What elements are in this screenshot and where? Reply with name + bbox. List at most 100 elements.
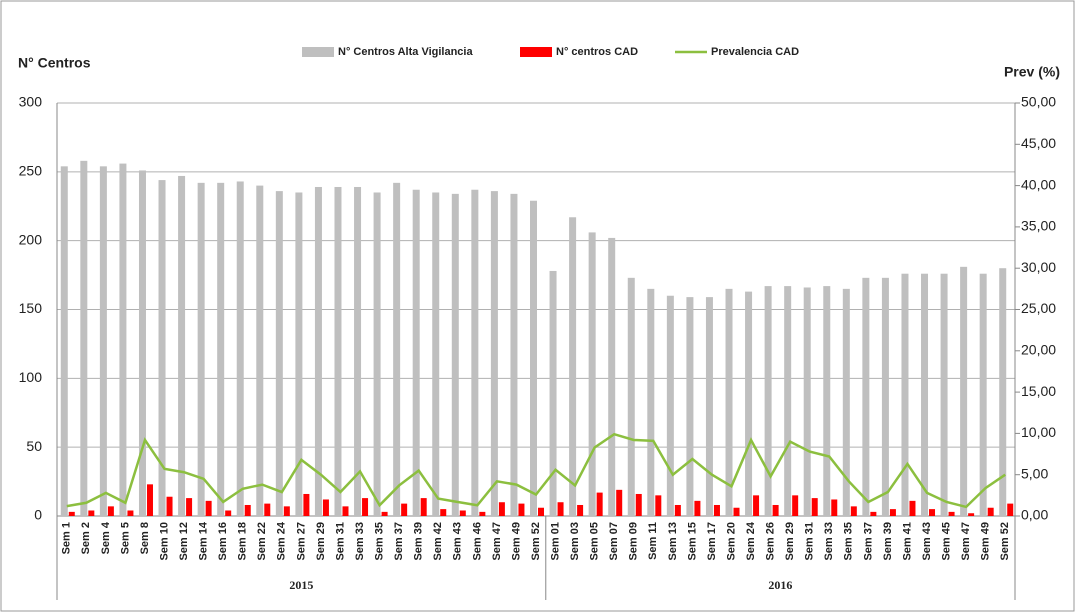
x-tick-label: Sem 29 — [784, 522, 796, 561]
bar — [948, 511, 955, 516]
y2-tick-label: 10,00 — [1021, 424, 1056, 440]
bar — [99, 166, 107, 516]
y2-tick-label: 45,00 — [1021, 135, 1056, 151]
bar — [88, 510, 95, 516]
legend-swatch — [302, 47, 334, 57]
x-tick-label: Sem 18 — [237, 522, 249, 561]
x-tick-label: Sem 43 — [921, 522, 933, 561]
bar — [725, 288, 733, 516]
bar — [569, 217, 577, 516]
x-tick-label: Sem 27 — [295, 522, 307, 561]
bar — [393, 182, 401, 516]
bar — [577, 504, 584, 516]
bar — [146, 484, 153, 516]
bar — [870, 511, 877, 516]
x-tick-label: Sem 12 — [178, 522, 190, 561]
y2-axis-label: Prev (%) — [1004, 64, 1060, 80]
bar — [713, 504, 720, 516]
bar — [694, 500, 701, 516]
bar — [205, 500, 212, 516]
x-tick-label: Sem 03 — [569, 522, 581, 561]
legend-label: N° centros CAD — [556, 46, 638, 58]
x-tick-label: Sem 15 — [686, 522, 698, 561]
bar — [940, 273, 948, 516]
bar — [999, 268, 1007, 516]
x-tick-label: Sem 1 — [61, 522, 73, 554]
x-tick-label: Sem 2 — [80, 522, 92, 554]
bar — [968, 513, 975, 516]
bar — [862, 277, 870, 516]
bar — [1007, 503, 1014, 516]
bar — [881, 277, 889, 516]
legend-label: N° Centros Alta Vigilancia — [338, 46, 473, 58]
x-tick-label: Sem 45 — [940, 522, 952, 561]
y2-tick-label: 20,00 — [1021, 342, 1056, 358]
bar — [127, 510, 134, 516]
bar — [217, 182, 225, 516]
bar — [60, 166, 68, 516]
y2-tick-label: 30,00 — [1021, 259, 1056, 275]
y-axis-label: N° Centros — [18, 55, 91, 71]
bar — [303, 493, 310, 516]
x-tick-label: Sem 35 — [843, 522, 855, 561]
group-label: 2015 — [289, 578, 313, 592]
bar — [275, 191, 283, 516]
bar — [733, 507, 740, 516]
bar — [322, 499, 329, 516]
bar — [647, 288, 655, 516]
bar — [960, 266, 968, 516]
bar — [381, 511, 388, 516]
bar — [119, 163, 127, 516]
bar — [236, 181, 244, 516]
bar — [373, 192, 381, 516]
bar — [745, 291, 753, 516]
bar — [440, 509, 447, 516]
x-tick-label: Sem 4 — [100, 521, 112, 554]
x-tick-label: Sem 05 — [589, 522, 601, 561]
bar — [362, 498, 369, 516]
bar — [627, 277, 635, 516]
y-tick-label: 200 — [19, 231, 43, 247]
bar — [764, 286, 772, 516]
y2-tick-label: 50,00 — [1021, 94, 1056, 110]
x-tick-label: Sem 20 — [725, 522, 737, 561]
x-tick-label: Sem 46 — [471, 522, 483, 561]
bar — [792, 495, 799, 516]
x-tick-label: Sem 16 — [217, 522, 229, 561]
bar — [518, 503, 525, 516]
bar — [842, 288, 850, 516]
bar — [166, 496, 173, 516]
y2-tick-label: 0,00 — [1021, 507, 1048, 523]
x-tick-label: Sem 24 — [276, 521, 288, 560]
bar — [901, 273, 909, 516]
bar — [608, 237, 616, 516]
bar — [479, 511, 486, 516]
x-tick-label: Sem 49 — [980, 522, 992, 561]
bar — [753, 495, 760, 516]
x-tick-label: Sem 11 — [647, 522, 659, 560]
y2-tick-label: 25,00 — [1021, 300, 1056, 316]
bar — [831, 499, 838, 516]
bar — [314, 186, 322, 516]
bar — [401, 503, 408, 516]
x-tick-label: Sem 43 — [452, 522, 464, 561]
y-tick-label: 0 — [34, 507, 42, 523]
x-tick-label: Sem 47 — [960, 522, 972, 561]
y-tick-label: 300 — [19, 94, 43, 110]
y-tick-label: 250 — [19, 163, 43, 179]
x-tick-label: Sem 33 — [354, 522, 366, 561]
bar — [68, 511, 75, 516]
bar — [588, 232, 596, 516]
bar — [655, 495, 662, 516]
line — [66, 432, 1006, 509]
y2-tick-label: 15,00 — [1021, 383, 1056, 399]
bar — [471, 189, 479, 517]
bar — [772, 504, 779, 516]
x-tick-label: Sem 10 — [158, 522, 170, 561]
bar — [549, 270, 557, 516]
bar — [979, 273, 987, 516]
legend-swatch — [520, 47, 552, 57]
x-tick-label: Sem 52 — [530, 522, 542, 561]
x-tick-label: Sem 09 — [628, 522, 640, 561]
